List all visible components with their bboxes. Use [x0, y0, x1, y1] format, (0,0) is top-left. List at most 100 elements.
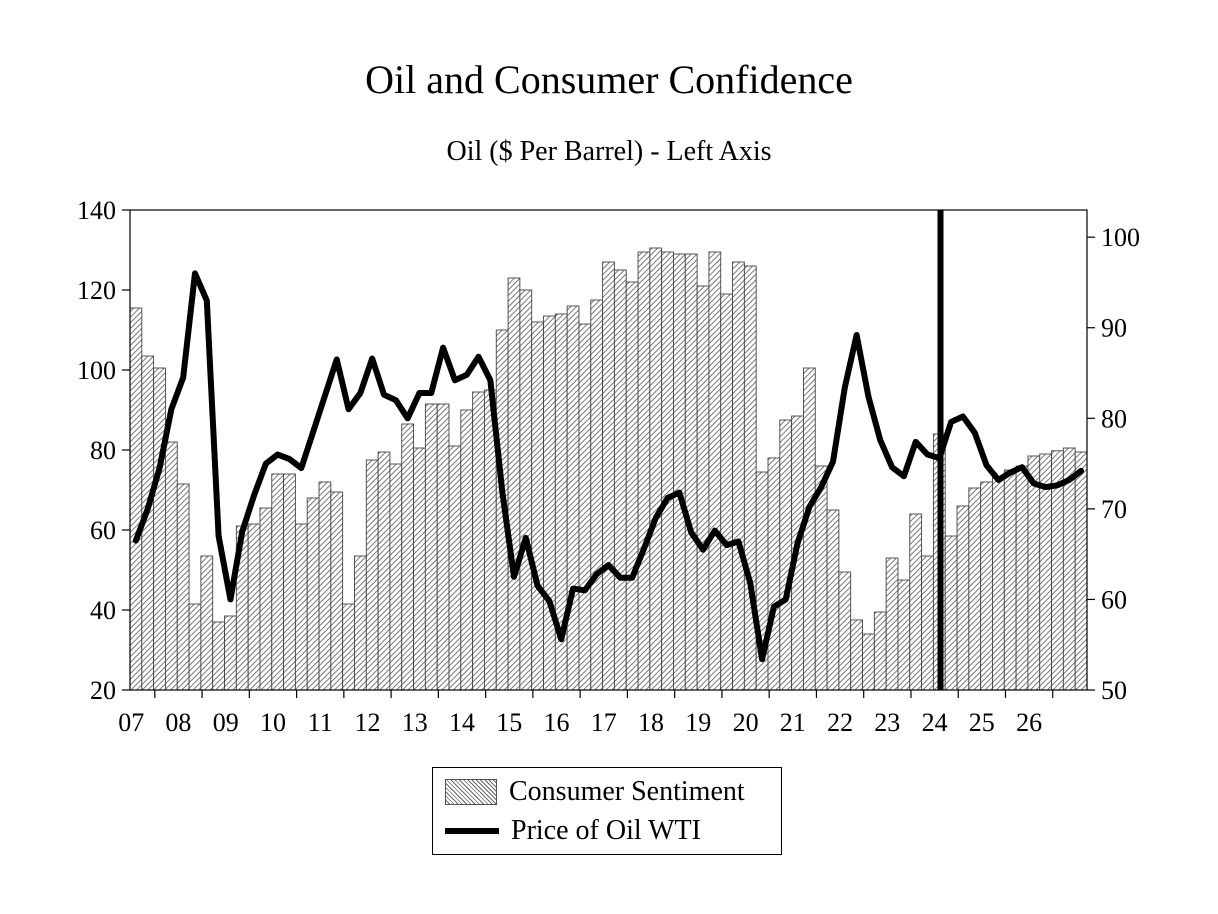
x-tick-label: 08 — [165, 708, 191, 737]
x-tick-label: 24 — [922, 708, 948, 737]
x-tick-label: 10 — [260, 708, 286, 737]
bar — [129, 307, 143, 691]
legend-item-oil-price: Price of Oil WTI — [445, 813, 701, 849]
bar — [212, 621, 225, 691]
bar — [224, 615, 237, 691]
chart-title: Oil and Consumer Confidence — [365, 57, 853, 102]
legend-swatch-bar — [445, 779, 497, 805]
bar — [566, 305, 580, 691]
x-tick-label: 13 — [402, 708, 428, 737]
oil-price-line — [132, 270, 1085, 663]
bar — [401, 423, 414, 691]
bar — [980, 481, 993, 691]
bar — [342, 603, 355, 691]
bar — [992, 477, 1005, 691]
bar — [354, 555, 367, 691]
right-tick-label: 90 — [1101, 314, 1127, 343]
left-tick-label: 80 — [90, 436, 116, 465]
bar — [448, 445, 462, 691]
bar — [625, 281, 639, 691]
right-tick-label: 70 — [1101, 495, 1127, 524]
bar — [944, 535, 958, 691]
bar — [519, 289, 533, 691]
bar — [732, 261, 745, 691]
legend-label-oil-price: Price of Oil WTI — [511, 815, 701, 846]
legend-swatch-line — [445, 828, 499, 834]
bar — [602, 261, 615, 691]
left-tick-label: 140 — [77, 196, 116, 225]
bar — [424, 403, 438, 691]
bar — [661, 251, 674, 691]
x-tick-label: 19 — [685, 708, 711, 737]
bar — [365, 459, 379, 691]
x-tick-label: 16 — [544, 708, 570, 737]
bar — [696, 285, 710, 691]
bar — [531, 321, 544, 691]
bar — [259, 507, 273, 691]
x-tick-label: 26 — [1016, 708, 1042, 737]
x-tick-label: 14 — [449, 708, 475, 737]
bar — [968, 487, 982, 691]
bar — [1074, 451, 1088, 691]
axes: 20 40 60 80 100 120 140 50 60 70 80 90 100 07 08 09 10 11… — [77, 196, 1140, 737]
bar — [472, 391, 485, 691]
x-tick-label: 21 — [780, 708, 806, 737]
x-tick-label: 07 — [118, 708, 144, 737]
left-tick-label: 20 — [90, 676, 116, 705]
bar — [673, 253, 686, 691]
x-tick-label: 11 — [308, 708, 333, 737]
bar — [850, 619, 863, 691]
bar — [283, 473, 296, 691]
bar — [247, 523, 261, 691]
right-tick-label: 60 — [1101, 585, 1127, 614]
bar — [436, 403, 450, 691]
legend-label-consumer-sentiment: Consumer Sentiment — [509, 776, 745, 807]
right-tick-label: 80 — [1101, 404, 1127, 433]
bar — [637, 251, 651, 691]
bar — [708, 251, 722, 691]
bar — [578, 323, 592, 691]
bar — [862, 633, 875, 691]
bar — [507, 277, 521, 691]
bar — [413, 447, 426, 691]
bar — [613, 269, 627, 691]
bar — [318, 481, 332, 691]
x-tick-label: 22 — [827, 708, 853, 737]
left-tick-label: 100 — [77, 356, 116, 385]
bar — [956, 505, 970, 691]
chart-subtitle: Oil ($ Per Barrel) - Left Axis — [446, 136, 772, 167]
left-tick-label: 60 — [90, 516, 116, 545]
bar — [306, 497, 320, 691]
bar — [271, 473, 285, 691]
x-tick-label: 17 — [591, 708, 617, 737]
bar — [779, 419, 793, 691]
x-tick-label: 25 — [969, 708, 995, 737]
bar — [377, 451, 391, 691]
bar — [188, 603, 202, 691]
left-tick-label: 40 — [90, 596, 116, 625]
bar — [294, 523, 308, 691]
bar — [873, 611, 887, 691]
line-series-oil-price — [132, 270, 1085, 663]
bar — [590, 299, 604, 691]
left-tick-label: 120 — [77, 276, 116, 305]
bar — [649, 247, 663, 691]
legend: Consumer Sentiment Price of Oil WTI — [432, 767, 782, 855]
bar — [1015, 465, 1029, 691]
x-tick-label: 18 — [638, 708, 664, 737]
right-tick-label: 100 — [1101, 223, 1140, 252]
bar — [389, 463, 403, 691]
right-tick-label: 50 — [1101, 676, 1127, 705]
bar — [460, 409, 474, 691]
bar — [921, 555, 934, 691]
bar — [826, 509, 840, 691]
bar — [164, 441, 178, 691]
x-tick-label: 09 — [213, 708, 239, 737]
bar — [153, 367, 166, 691]
bar — [200, 555, 214, 691]
legend-item-consumer-sentiment: Consumer Sentiment — [445, 774, 745, 810]
bar — [909, 513, 923, 691]
bar — [684, 253, 698, 691]
x-tick-label: 12 — [355, 708, 381, 737]
